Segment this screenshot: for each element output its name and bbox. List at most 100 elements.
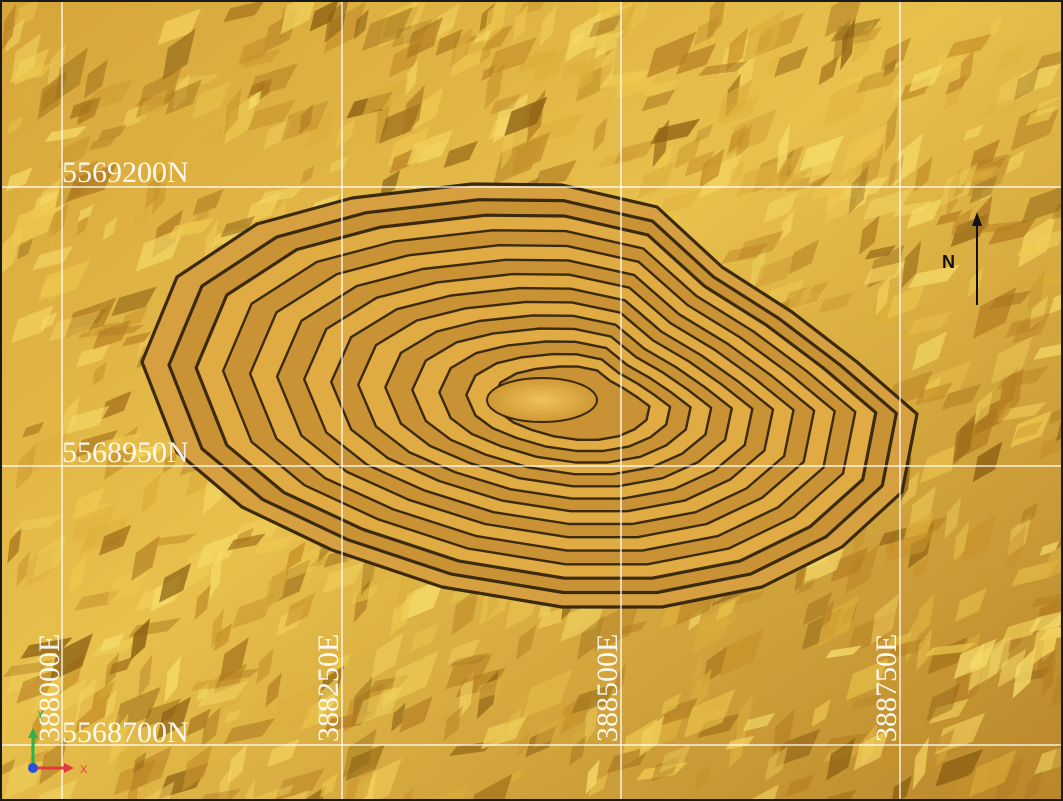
terrain-facet: [148, 533, 198, 547]
terrain-facet: [998, 366, 1019, 413]
terrain-facet: [220, 216, 256, 238]
terrain-facet: [158, 562, 192, 603]
terrain-facet: [963, 124, 984, 141]
northing-label-5568700: 5568700N: [62, 716, 189, 749]
terrain-facet: [906, 198, 943, 229]
terrain-facet: [192, 188, 224, 216]
terrain-facet: [405, 58, 419, 96]
terrain-facet: [479, 38, 493, 64]
terrain-facet: [162, 449, 178, 474]
terrain-facet: [238, 33, 274, 66]
terrain-facet: [694, 123, 714, 143]
terrain-facet: [389, 147, 416, 174]
terrain-facet: [244, 778, 256, 799]
terrain-facet: [659, 744, 691, 773]
northing-label-5568950: 5568950N: [62, 436, 189, 469]
terrain-facet: [37, 70, 68, 121]
terrain-facet: [219, 673, 247, 715]
terrain-facet: [31, 666, 68, 715]
terrain-facet: [952, 413, 976, 466]
terrain-facet: [1034, 747, 1061, 775]
terrain-facet: [7, 526, 23, 564]
terrain-facet: [845, 657, 889, 701]
terrain-facet: [186, 708, 211, 736]
terrain-facet: [362, 79, 409, 116]
terrain-facet: [21, 78, 36, 114]
terrain-facet: [14, 2, 39, 29]
terrain-facet: [858, 143, 885, 191]
terrain-facet: [92, 361, 107, 387]
terrain-facet: [1013, 420, 1044, 440]
terrain-facet: [219, 637, 249, 683]
terrain-facet: [323, 710, 373, 732]
terrain-facet: [1006, 365, 1024, 418]
terrain-facet: [853, 728, 890, 771]
terrain-facet: [104, 688, 118, 720]
terrain-facet: [1048, 408, 1061, 426]
terrain-facet: [606, 745, 651, 774]
terrain-facet: [78, 321, 122, 339]
terrain-facet: [967, 267, 984, 298]
terrain-facet: [1027, 270, 1046, 313]
terrain-facet: [402, 84, 425, 136]
terrain-facet: [223, 718, 275, 745]
terrain-facet: [721, 242, 769, 264]
terrain-facet: [742, 712, 776, 732]
terrain-facet: [728, 124, 747, 153]
terrain-facet: [915, 592, 935, 639]
terrain-facet: [908, 264, 961, 289]
terrain-facet: [803, 591, 833, 625]
y-axis-label: Y: [37, 709, 45, 721]
terrain-facet: [824, 732, 870, 748]
terrain-facet: [850, 693, 884, 711]
terrain-facet: [49, 633, 93, 682]
terrain-facet: [660, 697, 699, 726]
terrain-facet: [345, 764, 375, 799]
terrain-facet: [878, 525, 915, 547]
terrain-facet: [227, 744, 248, 785]
terrain-facet: [447, 638, 481, 665]
terrain-facet: [522, 669, 573, 719]
terrain-facet: [513, 3, 529, 43]
terrain-facet: [157, 8, 202, 45]
terrain-facet: [1049, 294, 1061, 314]
terrain-facet: [350, 584, 380, 605]
terrain-facet: [799, 284, 814, 305]
terrain-facet: [870, 593, 900, 646]
terrain-facet: [55, 160, 99, 209]
terrain-facet: [561, 58, 587, 81]
terrain-facet: [912, 737, 930, 791]
terrain-facet: [130, 618, 151, 661]
terrain-facet: [515, 624, 537, 660]
terrain-facet: [74, 429, 118, 458]
pit-bottom: [486, 377, 598, 423]
terrain-facet: [571, 683, 617, 714]
terrain-facet: [4, 18, 25, 53]
terrain-facet: [299, 103, 314, 135]
terrain-facet: [973, 220, 1027, 234]
terrain-facet: [156, 696, 191, 740]
terrain-facet: [765, 745, 789, 781]
terrain-facet: [690, 653, 704, 706]
terrain-facet: [1039, 540, 1060, 556]
terrain-facet: [115, 743, 146, 771]
terrain-facet: [1010, 410, 1052, 448]
terrain-facet: [194, 209, 210, 223]
terrain-facet: [765, 52, 782, 77]
terrain-facet: [988, 218, 1037, 245]
terrain-facet: [196, 681, 210, 702]
terrain-facet: [660, 692, 682, 716]
terrain-facet: [57, 134, 92, 169]
terrain-facet: [785, 774, 815, 797]
terrain-facet: [99, 632, 125, 653]
terrain-facet: [92, 319, 132, 350]
terrain-facet: [306, 107, 336, 151]
terrain-facet: [13, 514, 63, 532]
terrain-facet: [76, 214, 89, 237]
terrain-facet: [837, 176, 890, 202]
terrain-facet: [191, 80, 231, 120]
terrain-facet: [122, 331, 152, 347]
